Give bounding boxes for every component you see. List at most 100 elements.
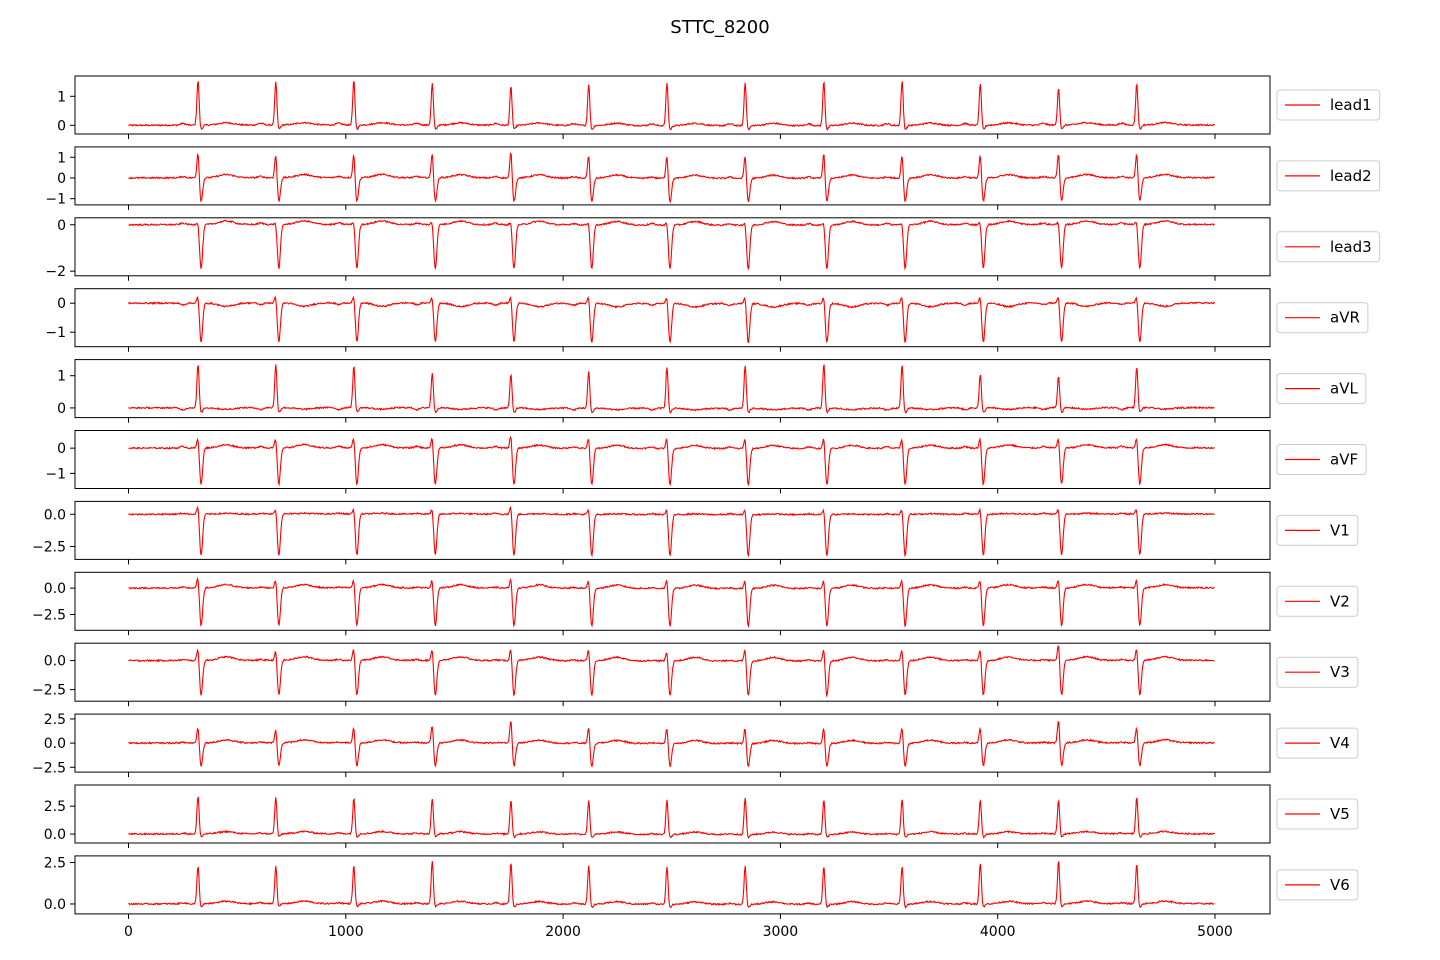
- legend-aVF: aVF: [1276, 444, 1367, 475]
- y-tick-label: 0: [57, 441, 66, 457]
- y-tick-label: 0: [57, 171, 66, 187]
- y-tick-label: 0: [57, 296, 66, 312]
- legend-lead3: lead3: [1276, 231, 1381, 263]
- y-tick-label: −1: [45, 192, 66, 208]
- legend-box: [1276, 160, 1381, 192]
- x-tick-label: 4000: [980, 924, 1016, 940]
- axes-frame: [74, 642, 1271, 702]
- legend-V2: V2: [1276, 585, 1359, 617]
- x-tick-label: 3000: [763, 924, 799, 940]
- legend-V5: V5: [1276, 798, 1359, 830]
- legend-V4: V4: [1276, 727, 1359, 759]
- axes-frame: [74, 855, 1271, 915]
- legend-label: V6: [1330, 876, 1350, 894]
- chart-title: STTC_8200: [670, 17, 769, 38]
- y-tick-label: −2.5: [32, 540, 66, 556]
- legend-label: aVR: [1330, 309, 1360, 327]
- signal-line-V1: [128, 505, 1215, 558]
- signal-line-V2: [128, 576, 1215, 629]
- signal-line-lead1: [128, 81, 1215, 131]
- y-tick-label: −2.5: [32, 760, 66, 776]
- legend-label: lead1: [1330, 96, 1372, 114]
- legend-aVL: aVL: [1276, 373, 1367, 405]
- legend-label: V5: [1330, 805, 1350, 823]
- x-tick-label: 0: [124, 924, 133, 940]
- y-tick-label: 0.0: [44, 736, 66, 752]
- legend-label: V4: [1330, 734, 1350, 752]
- legend-label: lead3: [1330, 238, 1372, 256]
- axes-frame: [74, 430, 1271, 489]
- y-tick-label: −1: [45, 466, 66, 482]
- lead-panel-lead3: −2 0 lead3: [45, 217, 1381, 281]
- y-tick-label: 0.0: [44, 654, 66, 670]
- y-tick-label: 0.0: [44, 581, 66, 597]
- signal-line-aVF: [128, 435, 1215, 487]
- axes-frame: [74, 784, 1271, 844]
- y-tick-label: 0: [57, 401, 66, 417]
- signal-line-V4: [128, 720, 1215, 768]
- legend-label: aVL: [1330, 380, 1358, 398]
- signal-line-V5: [128, 796, 1215, 840]
- y-tick-label: 0.0: [44, 827, 66, 843]
- axes-frame: [74, 217, 1271, 277]
- lead-panel-V3: −2.5 0.0 V3: [32, 642, 1359, 707]
- legend-label: lead2: [1330, 167, 1372, 185]
- lead-panel-V6: 0.0 2.5 V6 0 1000 2000 3000 4000 5000: [44, 855, 1359, 940]
- y-tick-label: −2.5: [32, 683, 66, 699]
- signal-line-lead3: [128, 219, 1215, 271]
- signal-line-aVL: [128, 364, 1215, 415]
- y-tick-label: 2.5: [44, 856, 66, 872]
- y-tick-label: 1: [57, 150, 66, 166]
- axes-frame: [74, 571, 1271, 631]
- lead-panel-V4: −2.5 0.0 2.5 V4: [32, 712, 1359, 778]
- lead-panel-V1: −2.5 0.0 V1: [32, 500, 1359, 565]
- y-tick-label: 0.0: [44, 897, 66, 913]
- legend-box: [1276, 373, 1367, 405]
- lead-panels: 0 1 lead1 −1 0 1 lead2 −2 0 lead3 −1 0 aVR 0 1 aVL −1 0 aV…: [32, 75, 1381, 940]
- legend-box: [1276, 231, 1381, 263]
- axes-frame: [74, 500, 1271, 560]
- legend-label: V3: [1330, 663, 1350, 681]
- legend-V1: V1: [1276, 514, 1359, 546]
- y-tick-label: 0.0: [44, 507, 66, 523]
- legend-box: [1276, 444, 1367, 475]
- x-tick-label: 1000: [328, 924, 364, 940]
- lead-panel-lead2: −1 0 1 lead2: [45, 146, 1381, 210]
- legend-label: V2: [1330, 592, 1350, 610]
- y-tick-label: −2.5: [32, 607, 66, 623]
- x-tick-label: 2000: [545, 924, 581, 940]
- lead-panel-V5: 0.0 2.5 V5: [44, 784, 1359, 848]
- lead-panel-V2: −2.5 0.0 V2: [32, 571, 1359, 636]
- legend-box: [1276, 89, 1381, 121]
- y-tick-label: 2.5: [44, 799, 66, 815]
- y-tick-label: −2: [45, 264, 66, 280]
- signal-line-lead2: [128, 152, 1215, 204]
- lead-panel-lead1: 0 1 lead1: [57, 75, 1381, 139]
- y-tick-label: 2.5: [44, 712, 66, 728]
- y-tick-label: −1: [45, 325, 66, 341]
- y-tick-label: 0: [57, 118, 66, 134]
- x-tick-label: 5000: [1197, 924, 1233, 940]
- legend-label: V1: [1330, 521, 1350, 539]
- lead-panel-aVF: −1 0 aVF: [45, 430, 1367, 494]
- axes-frame: [74, 146, 1271, 206]
- lead-panel-aVR: −1 0 aVR: [45, 288, 1369, 352]
- legend-label: aVF: [1330, 451, 1358, 469]
- legend-V6: V6: [1276, 869, 1359, 901]
- signal-line-aVR: [128, 295, 1216, 344]
- signal-line-V3: [128, 645, 1215, 698]
- axes-frame: [74, 75, 1271, 135]
- axes-frame: [74, 359, 1271, 419]
- y-tick-label: 0: [57, 218, 66, 234]
- axes-frame: [74, 288, 1271, 348]
- legend-lead1: lead1: [1276, 89, 1381, 121]
- y-tick-label: 1: [57, 369, 66, 385]
- signal-line-V6: [128, 861, 1215, 909]
- legend-box: [1276, 302, 1369, 334]
- legend-aVR: aVR: [1276, 302, 1369, 334]
- legend-V3: V3: [1276, 656, 1359, 688]
- axes-frame: [74, 713, 1271, 773]
- lead-panel-aVL: 0 1 aVL: [57, 359, 1367, 423]
- y-tick-label: 1: [57, 89, 66, 105]
